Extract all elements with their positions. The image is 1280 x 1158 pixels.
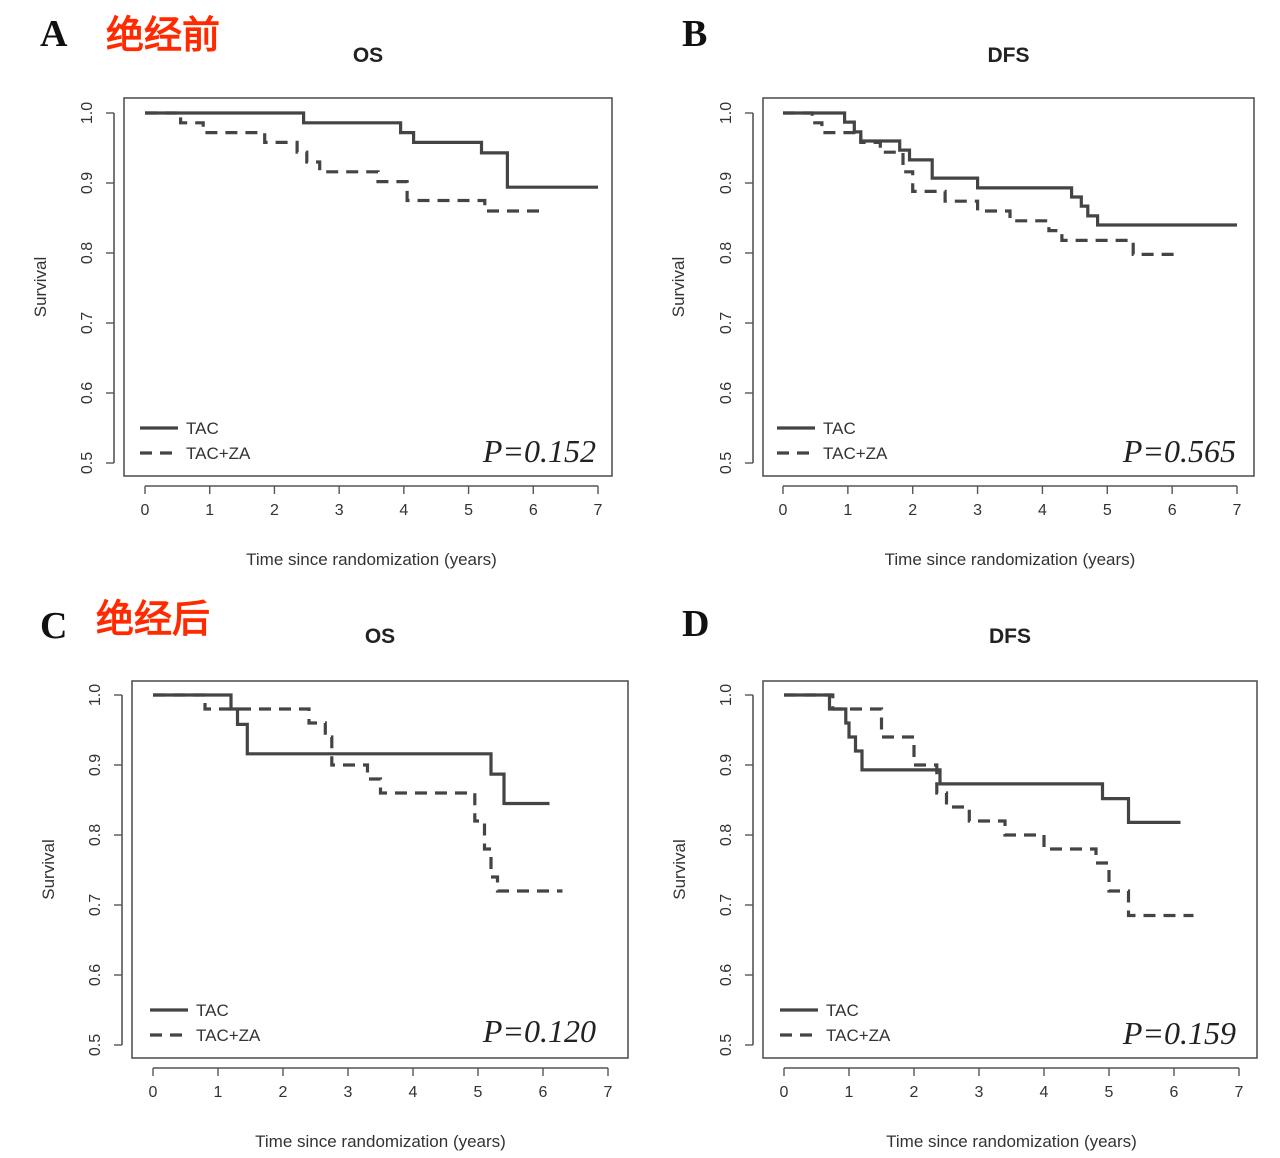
y-tick-label: 0.8 <box>718 824 735 846</box>
y-tick-label: 1.0 <box>87 684 104 706</box>
x-tick-label: 4 <box>1040 1084 1049 1101</box>
x-tick-label: 7 <box>604 1084 613 1101</box>
p-value: P=0.159 <box>1122 1015 1236 1051</box>
y-axis-label: Survival <box>670 839 689 899</box>
x-tick-label: 0 <box>149 1084 158 1101</box>
x-tick-label: 2 <box>910 1084 919 1101</box>
panel-letter-c: C <box>40 605 67 647</box>
p-value: P=0.152 <box>482 433 596 469</box>
y-tick-label: 0.6 <box>718 964 735 986</box>
p-value: P=0.120 <box>482 1013 596 1049</box>
x-tick-label: 6 <box>1168 502 1177 519</box>
x-tick-label: 1 <box>845 1084 854 1101</box>
legend-label: TAC+ZA <box>196 1026 261 1045</box>
legend-label: TAC <box>826 1001 859 1020</box>
survival-curve-tac <box>145 113 598 187</box>
survival-curve-tac <box>153 695 550 804</box>
panel-c-os-postmenopausal: OS 0.5 0.6 0.7 0.8 0.9 1.0 0 1 2 3 4 5 6 7 Time since r… <box>39 625 628 1151</box>
survival-curve-tac <box>784 695 1181 822</box>
x-tick-label: 5 <box>474 1084 483 1101</box>
y-tick-label: 0.5 <box>718 1034 735 1056</box>
x-tick-label: 3 <box>335 502 344 519</box>
group-label-postmenopausal: 绝经后 <box>96 597 210 641</box>
survival-figure: A 绝经前 B C 绝经后 D OS 0.5 0.6 0.7 0.8 0.9 1.0 0 1 2 3… <box>0 0 1280 1158</box>
panel-d-dfs-postmenopausal: DFS 0.5 0.6 0.7 0.8 0.9 1.0 0 1 2 3 4 5 6 7 Time since … <box>670 625 1257 1151</box>
x-tick-label: 7 <box>594 502 603 519</box>
legend-label: TAC+ZA <box>826 1026 891 1045</box>
x-axis-label: Time since randomization (years) <box>885 550 1136 569</box>
y-tick-label: 0.9 <box>79 172 96 194</box>
p-value: P=0.565 <box>1122 433 1236 469</box>
x-tick-label: 5 <box>464 502 473 519</box>
y-tick-label: 0.5 <box>87 1034 104 1056</box>
survival-curve-tac-za <box>153 695 563 891</box>
x-tick-label: 1 <box>214 1084 223 1101</box>
legend-label: TAC <box>186 419 219 438</box>
y-tick-label: 0.8 <box>79 242 96 264</box>
x-tick-label: 7 <box>1235 1084 1244 1101</box>
y-tick-label: 0.7 <box>718 894 735 916</box>
y-tick-label: 0.6 <box>79 382 96 404</box>
legend-label: TAC+ZA <box>823 444 888 463</box>
y-tick-label: 0.9 <box>87 754 104 776</box>
x-tick-label: 0 <box>779 502 788 519</box>
legend-label: TAC+ZA <box>186 444 251 463</box>
y-tick-label: 0.7 <box>87 894 104 916</box>
panel-letter-d: D <box>682 603 709 645</box>
legend-label: TAC <box>196 1001 229 1020</box>
chart-title: DFS <box>988 44 1030 67</box>
y-tick-label: 0.5 <box>79 452 96 474</box>
x-tick-label: 6 <box>529 502 538 519</box>
x-tick-label: 7 <box>1233 502 1242 519</box>
y-tick-label: 1.0 <box>79 102 96 124</box>
x-axis-label: Time since randomization (years) <box>886 1132 1137 1151</box>
y-tick-label: 1.0 <box>718 684 735 706</box>
panel-b-dfs-premenopausal: DFS 0.5 0.6 0.7 0.8 0.9 1.0 0 1 2 3 4 5 6 7 Time since … <box>669 44 1254 569</box>
y-tick-label: 0.8 <box>718 242 735 264</box>
x-tick-label: 6 <box>1170 1084 1179 1101</box>
chart-title: OS <box>365 625 395 648</box>
y-axis-label: Survival <box>669 257 688 317</box>
survival-curve-tac-za <box>145 113 540 211</box>
panel-letter-b: B <box>682 13 707 55</box>
y-tick-label: 0.5 <box>718 452 735 474</box>
x-tick-label: 4 <box>399 502 408 519</box>
survival-curve-tac-za <box>783 113 1179 254</box>
x-axis-label: Time since randomization (years) <box>255 1132 506 1151</box>
survival-curve-tac-za <box>784 695 1194 916</box>
x-tick-label: 0 <box>141 502 150 519</box>
x-tick-label: 1 <box>205 502 214 519</box>
y-tick-label: 0.6 <box>718 382 735 404</box>
x-tick-label: 2 <box>279 1084 288 1101</box>
x-axis-label: Time since randomization (years) <box>246 550 497 569</box>
legend-label: TAC <box>823 419 856 438</box>
y-tick-label: 0.7 <box>718 312 735 334</box>
x-tick-label: 4 <box>1038 502 1047 519</box>
x-tick-label: 4 <box>409 1084 418 1101</box>
y-tick-label: 0.6 <box>87 964 104 986</box>
group-label-premenopausal: 绝经前 <box>106 13 220 57</box>
y-tick-label: 0.9 <box>718 754 735 776</box>
x-tick-label: 2 <box>270 502 279 519</box>
x-tick-label: 2 <box>908 502 917 519</box>
x-tick-label: 0 <box>780 1084 789 1101</box>
chart-title: DFS <box>989 625 1031 648</box>
x-tick-label: 1 <box>843 502 852 519</box>
y-tick-label: 0.7 <box>79 312 96 334</box>
y-tick-label: 1.0 <box>718 102 735 124</box>
y-tick-label: 0.8 <box>87 824 104 846</box>
chart-title: OS <box>353 44 383 67</box>
panel-letter-a: A <box>40 13 68 55</box>
y-axis-label: Survival <box>31 257 50 317</box>
panel-a-os-premenopausal: OS 0.5 0.6 0.7 0.8 0.9 1.0 0 1 2 3 4 5 6 7 Time since r… <box>31 44 612 569</box>
survival-curve-tac <box>783 113 1237 225</box>
x-tick-label: 5 <box>1103 502 1112 519</box>
x-tick-label: 5 <box>1105 1084 1114 1101</box>
x-tick-label: 3 <box>975 1084 984 1101</box>
x-tick-label: 6 <box>539 1084 548 1101</box>
y-tick-label: 0.9 <box>718 172 735 194</box>
y-axis-label: Survival <box>39 839 58 899</box>
x-tick-label: 3 <box>344 1084 353 1101</box>
x-tick-label: 3 <box>973 502 982 519</box>
